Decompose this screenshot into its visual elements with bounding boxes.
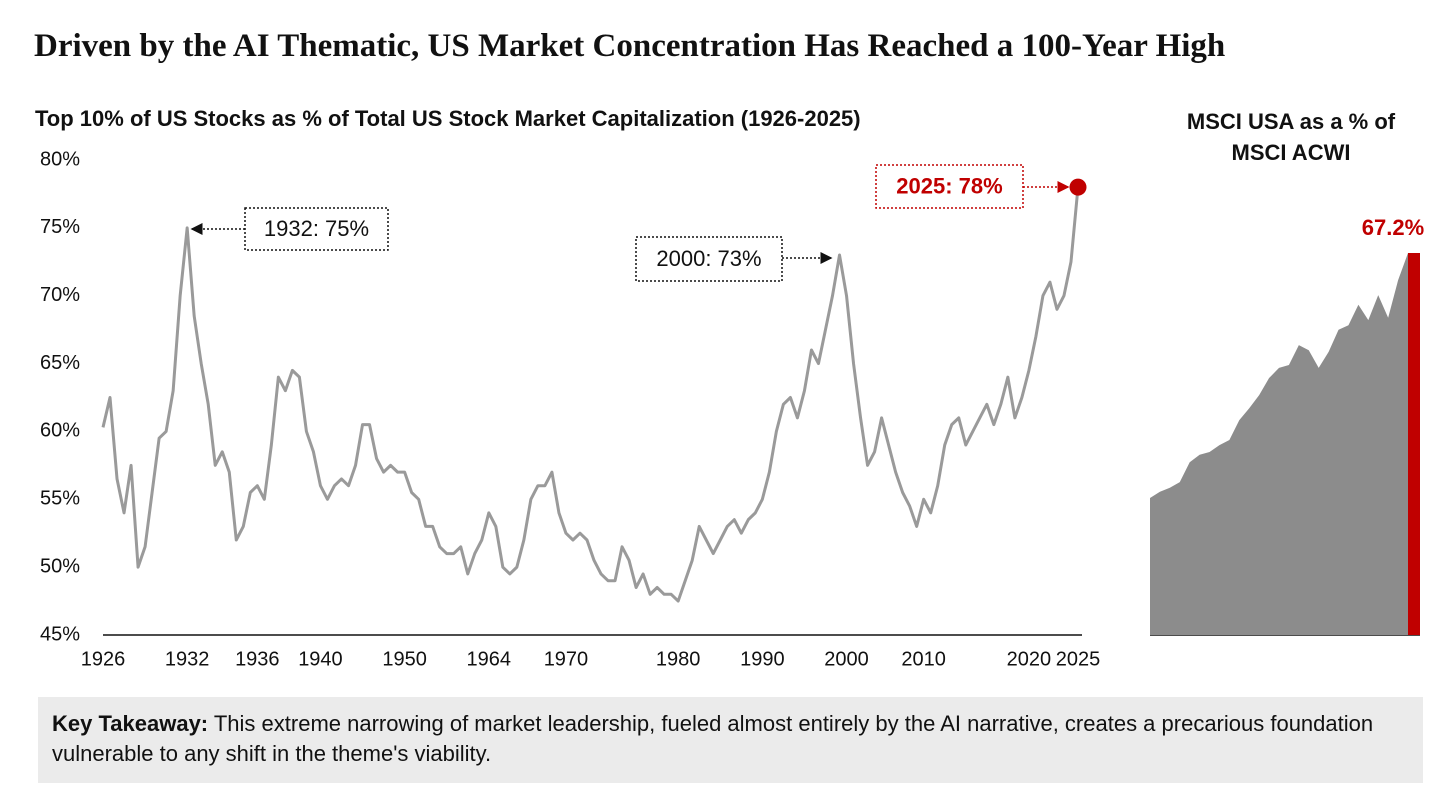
annotation-text: 2025: 78% [896, 173, 1002, 198]
x-tick-label: 2025 [1056, 648, 1101, 670]
y-tick-label: 75% [40, 216, 80, 238]
y-tick-label: 80% [40, 148, 80, 170]
x-tick-label: 1970 [544, 648, 589, 670]
highlight-point [1069, 178, 1087, 196]
line-series [101, 186, 1080, 603]
takeaway-box: Key Takeaway: This extreme narrowing of … [38, 697, 1423, 783]
y-tick-label: 45% [40, 623, 80, 645]
annotation-box [635, 236, 783, 282]
y-tick-label: 55% [40, 488, 80, 510]
x-tick-label: 1932 [165, 648, 210, 670]
takeaway-text: This extreme narrowing of market leaders… [52, 711, 1374, 766]
x-tick-label: 1980 [656, 648, 701, 670]
y-tick-label: 50% [40, 555, 80, 577]
x-tick-label: 2010 [901, 648, 946, 670]
annotation-text: 2000: 73% [656, 246, 761, 271]
y-tick-label: 65% [40, 352, 80, 374]
chart-title: Top 10% of US Stocks as % of Total US St… [35, 106, 861, 131]
main-title: Driven by the AI Thematic, US Market Con… [34, 28, 1226, 64]
x-tick-label: 1926 [81, 648, 126, 670]
chart-title: MSCI USA as a % of MSCI ACWI [1186, 109, 1396, 165]
x-tick-label: 1990 [740, 648, 785, 670]
highlight-bar [1408, 253, 1420, 635]
x-tick-label: 1936 [235, 648, 280, 670]
annotation-text: 1932: 75% [264, 216, 369, 241]
area-series [1150, 253, 1408, 635]
x-tick-label: 2000 [824, 648, 869, 670]
x-tick-label: 1950 [382, 648, 427, 670]
takeaway-label: Key Takeaway: [52, 711, 209, 736]
value-label: 67.2% [1362, 215, 1424, 240]
x-tick-label: 2020 [1007, 648, 1052, 670]
x-tick-label: 1964 [467, 648, 512, 670]
y-tick-label: 60% [40, 420, 80, 442]
x-tick-label: 1940 [298, 648, 343, 670]
y-tick-label: 70% [40, 284, 80, 306]
